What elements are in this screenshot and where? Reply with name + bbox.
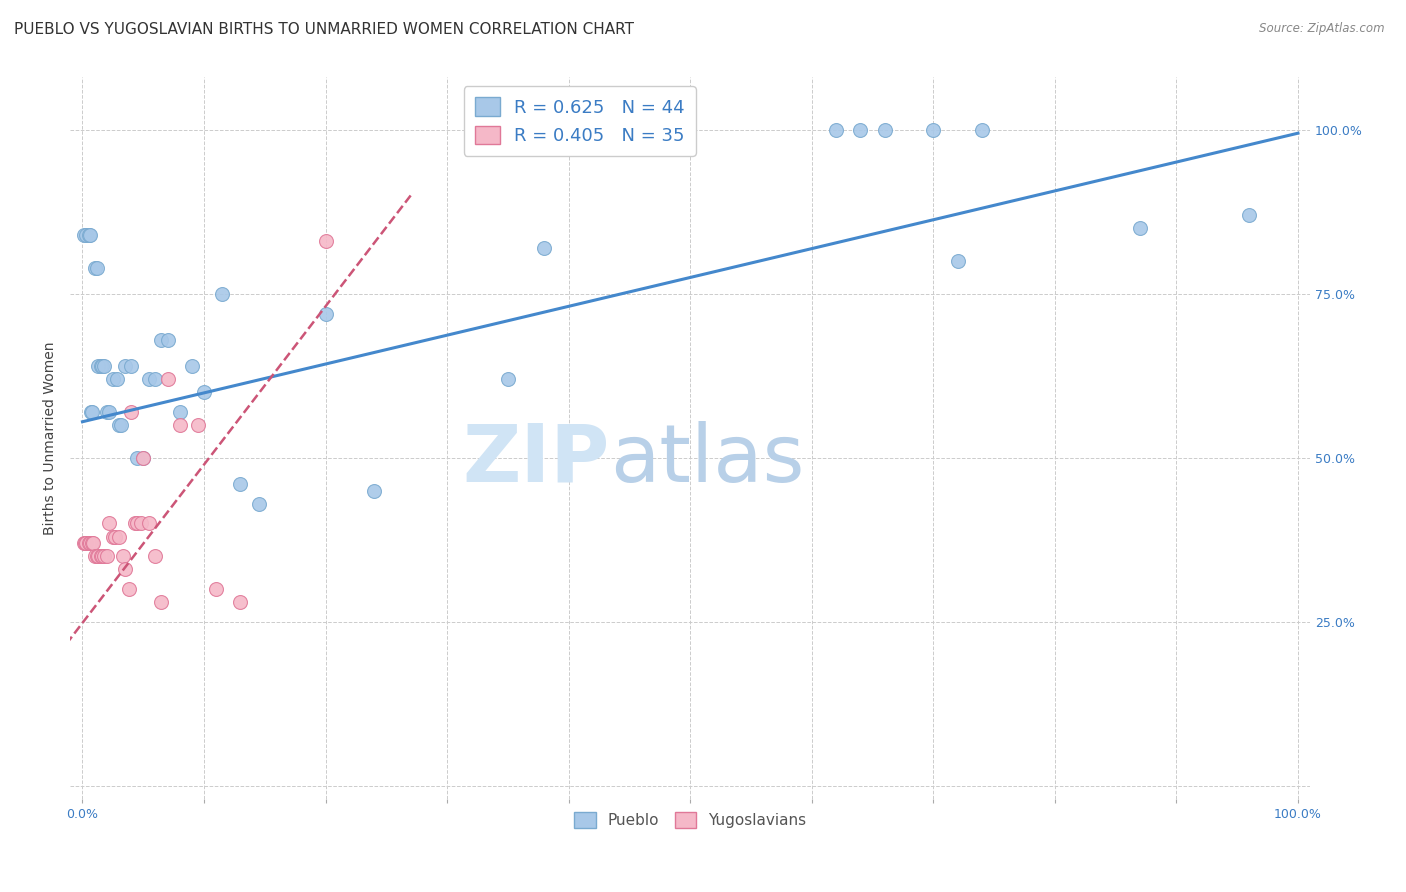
Point <box>124 516 146 531</box>
Point <box>83 260 105 275</box>
Point <box>87 359 110 373</box>
Point <box>82 536 104 550</box>
Point <box>211 286 233 301</box>
Point <box>79 227 101 242</box>
Text: ZIP: ZIP <box>463 421 610 499</box>
Point <box>127 516 149 531</box>
Point <box>114 562 136 576</box>
Point <box>73 536 96 550</box>
Point <box>73 536 96 550</box>
Point <box>1239 208 1261 222</box>
Point <box>970 123 993 137</box>
Point <box>75 227 97 242</box>
Text: atlas: atlas <box>610 421 804 499</box>
Point <box>127 450 149 465</box>
Point <box>86 549 108 564</box>
Point <box>873 123 896 137</box>
Point <box>315 306 337 320</box>
Point <box>77 536 100 550</box>
Point <box>104 529 127 543</box>
Point <box>98 405 121 419</box>
Point <box>145 549 167 564</box>
Point <box>946 254 969 268</box>
Point <box>73 227 96 242</box>
Point <box>120 405 142 419</box>
Point <box>156 333 179 347</box>
Point <box>138 372 160 386</box>
Point <box>111 549 134 564</box>
Point <box>132 450 155 465</box>
Point <box>229 477 252 491</box>
Point <box>129 516 152 531</box>
Point <box>205 582 228 596</box>
Point <box>90 359 112 373</box>
Point <box>93 549 115 564</box>
Point <box>849 123 872 137</box>
Point <box>169 417 191 432</box>
Point <box>132 450 155 465</box>
Point <box>363 483 385 498</box>
Point <box>75 536 97 550</box>
Point <box>180 359 202 373</box>
Point <box>114 359 136 373</box>
Point <box>80 405 103 419</box>
Legend: Pueblo, Yugoslavians: Pueblo, Yugoslavians <box>568 806 813 835</box>
Point <box>138 516 160 531</box>
Point <box>86 260 108 275</box>
Point <box>101 529 124 543</box>
Point <box>105 372 128 386</box>
Point <box>118 582 141 596</box>
Point <box>98 516 121 531</box>
Point <box>825 123 848 137</box>
Point <box>96 405 118 419</box>
Point <box>90 549 112 564</box>
Point <box>496 372 519 386</box>
Point <box>82 536 104 550</box>
Point <box>193 385 215 400</box>
Point <box>150 595 173 609</box>
Point <box>79 536 101 550</box>
Text: Source: ZipAtlas.com: Source: ZipAtlas.com <box>1260 22 1385 36</box>
Point <box>229 595 252 609</box>
Point <box>120 359 142 373</box>
Point <box>110 417 132 432</box>
Point <box>169 405 191 419</box>
Point <box>87 549 110 564</box>
Point <box>145 372 167 386</box>
Point <box>187 417 209 432</box>
Point <box>96 549 118 564</box>
Point <box>108 529 131 543</box>
Point <box>101 372 124 386</box>
Text: PUEBLO VS YUGOSLAVIAN BIRTHS TO UNMARRIED WOMEN CORRELATION CHART: PUEBLO VS YUGOSLAVIAN BIRTHS TO UNMARRIE… <box>14 22 634 37</box>
Point <box>315 235 337 249</box>
Point <box>150 333 173 347</box>
Point <box>922 123 945 137</box>
Point <box>83 549 105 564</box>
Point <box>93 359 115 373</box>
Y-axis label: Births to Unmarried Women: Births to Unmarried Women <box>44 342 58 535</box>
Point <box>90 549 112 564</box>
Point <box>156 372 179 386</box>
Point <box>90 359 112 373</box>
Point <box>82 405 104 419</box>
Point <box>247 497 270 511</box>
Point <box>108 417 131 432</box>
Point <box>1129 221 1152 235</box>
Point <box>533 241 555 255</box>
Point <box>77 227 100 242</box>
